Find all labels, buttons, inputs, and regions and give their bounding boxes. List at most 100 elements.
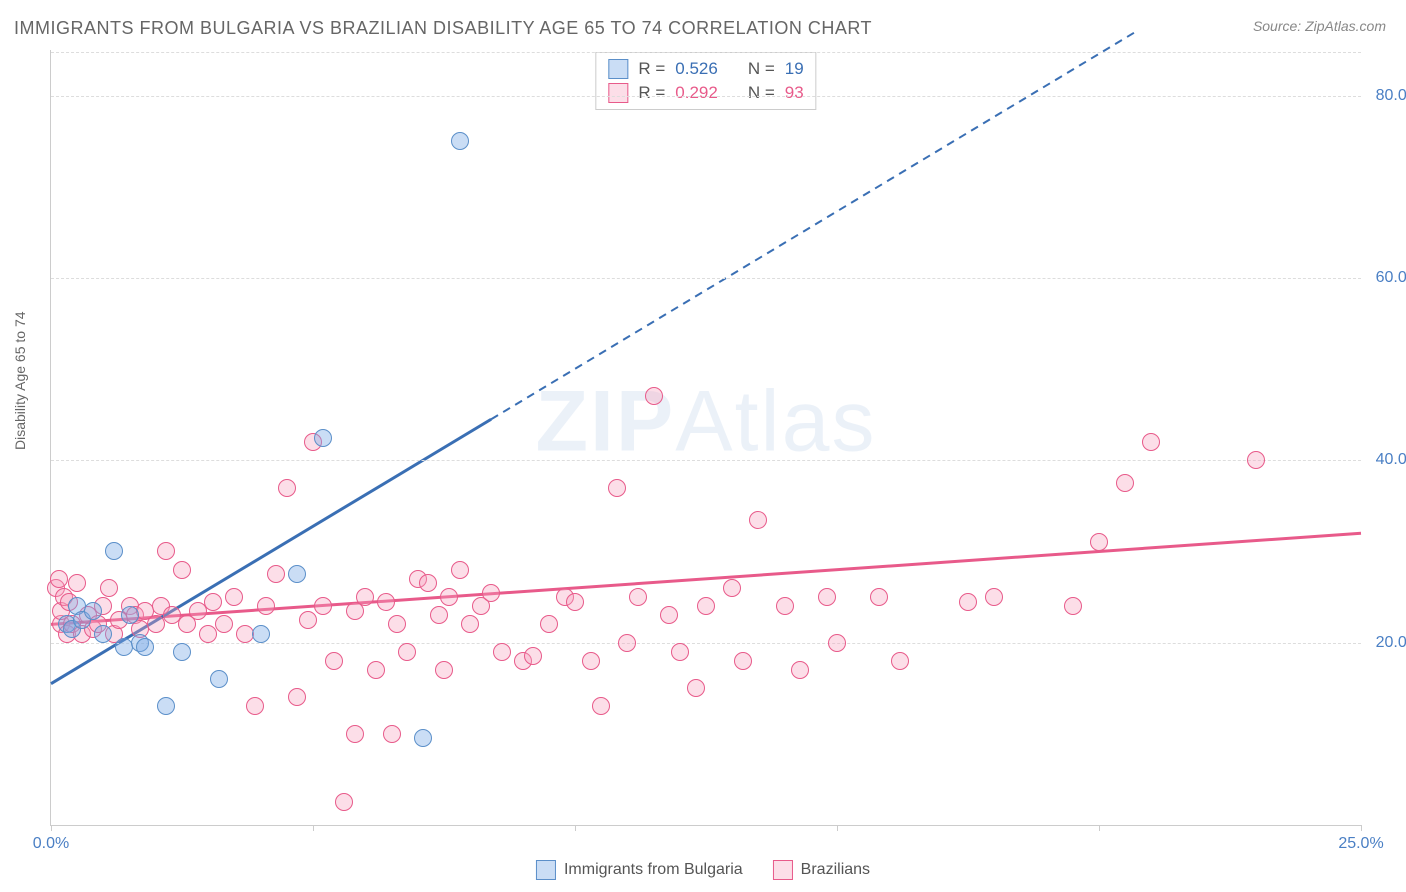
data-point-bulgaria xyxy=(314,429,332,447)
x-tick xyxy=(313,825,314,831)
data-point-brazilians xyxy=(267,565,285,583)
legend-item-brazilians: Brazilians xyxy=(773,860,870,880)
data-point-brazilians xyxy=(524,647,542,665)
data-point-brazilians xyxy=(288,688,306,706)
legend-item-bulgaria: Immigrants from Bulgaria xyxy=(536,860,743,880)
data-point-brazilians xyxy=(618,634,636,652)
data-point-brazilians xyxy=(723,579,741,597)
data-point-bulgaria xyxy=(252,625,270,643)
x-tick xyxy=(51,825,52,831)
n-value-brazilians: 93 xyxy=(785,83,804,103)
legend-label-bulgaria: Immigrants from Bulgaria xyxy=(564,861,743,879)
gridline-h xyxy=(51,643,1361,644)
data-point-brazilians xyxy=(1116,474,1134,492)
stats-row-brazilians: R = 0.292 N = 93 xyxy=(608,81,803,105)
data-point-brazilians xyxy=(398,643,416,661)
data-point-brazilians xyxy=(440,588,458,606)
data-point-brazilians xyxy=(671,643,689,661)
data-point-brazilians xyxy=(776,597,794,615)
data-point-brazilians xyxy=(791,661,809,679)
gridline-h xyxy=(51,96,1361,97)
legend-label-brazilians: Brazilians xyxy=(801,861,870,879)
data-point-brazilians xyxy=(818,588,836,606)
data-point-brazilians xyxy=(461,615,479,633)
data-point-brazilians xyxy=(592,697,610,715)
data-point-brazilians xyxy=(660,606,678,624)
data-point-brazilians xyxy=(891,652,909,670)
data-point-brazilians xyxy=(645,387,663,405)
data-point-bulgaria xyxy=(173,643,191,661)
x-tick-label: 0.0% xyxy=(33,835,69,853)
data-point-brazilians xyxy=(608,479,626,497)
x-tick xyxy=(1361,825,1362,831)
data-point-brazilians xyxy=(1090,533,1108,551)
y-tick-label: 40.0% xyxy=(1371,451,1406,469)
data-point-brazilians xyxy=(985,588,1003,606)
data-point-brazilians xyxy=(215,615,233,633)
data-point-brazilians xyxy=(629,588,647,606)
data-point-brazilians xyxy=(697,597,715,615)
gridline-h xyxy=(51,278,1361,279)
data-point-brazilians xyxy=(204,593,222,611)
y-tick-label: 80.0% xyxy=(1371,87,1406,105)
data-point-brazilians xyxy=(870,588,888,606)
r-value-bulgaria: 0.526 xyxy=(675,59,718,79)
x-tick-label: 25.0% xyxy=(1338,835,1383,853)
data-point-brazilians xyxy=(451,561,469,579)
swatch-brazilians xyxy=(608,83,628,103)
n-value-bulgaria: 19 xyxy=(785,59,804,79)
data-point-brazilians xyxy=(278,479,296,497)
data-point-brazilians xyxy=(419,574,437,592)
data-point-bulgaria xyxy=(84,602,102,620)
data-point-brazilians xyxy=(687,679,705,697)
x-tick xyxy=(837,825,838,831)
x-tick xyxy=(1099,825,1100,831)
data-point-brazilians xyxy=(314,597,332,615)
stats-row-bulgaria: R = 0.526 N = 19 xyxy=(608,57,803,81)
data-point-brazilians xyxy=(828,634,846,652)
bottom-legend: Immigrants from Bulgaria Brazilians xyxy=(536,860,870,880)
data-point-brazilians xyxy=(482,584,500,602)
r-label: R = xyxy=(638,59,665,79)
data-point-brazilians xyxy=(749,511,767,529)
data-point-brazilians xyxy=(299,611,317,629)
data-point-bulgaria xyxy=(121,606,139,624)
swatch-bulgaria xyxy=(536,860,556,880)
data-point-brazilians xyxy=(225,588,243,606)
source-site: ZipAtlas.com xyxy=(1305,18,1386,34)
data-point-brazilians xyxy=(493,643,511,661)
data-point-brazilians xyxy=(325,652,343,670)
data-point-bulgaria xyxy=(157,697,175,715)
data-point-brazilians xyxy=(50,570,68,588)
swatch-bulgaria xyxy=(608,59,628,79)
data-point-brazilians xyxy=(173,561,191,579)
chart-title: IMMIGRANTS FROM BULGARIA VS BRAZILIAN DI… xyxy=(14,18,872,39)
data-point-brazilians xyxy=(68,574,86,592)
y-tick-label: 60.0% xyxy=(1371,269,1406,287)
data-point-bulgaria xyxy=(105,542,123,560)
gridline-h xyxy=(51,52,1361,53)
plot-area: ZIPAtlas R = 0.526 N = 19 R = 0.292 N = … xyxy=(50,50,1361,826)
n-label: N = xyxy=(748,83,775,103)
data-point-brazilians xyxy=(367,661,385,679)
data-point-brazilians xyxy=(540,615,558,633)
data-point-brazilians xyxy=(1142,433,1160,451)
data-point-brazilians xyxy=(959,593,977,611)
data-point-brazilians xyxy=(388,615,406,633)
data-point-brazilians xyxy=(246,697,264,715)
data-point-brazilians xyxy=(1247,451,1265,469)
data-point-brazilians xyxy=(100,579,118,597)
data-point-brazilians xyxy=(734,652,752,670)
data-point-bulgaria xyxy=(94,625,112,643)
data-point-bulgaria xyxy=(136,638,154,656)
x-tick xyxy=(575,825,576,831)
data-point-bulgaria xyxy=(288,565,306,583)
stats-box: R = 0.526 N = 19 R = 0.292 N = 93 xyxy=(595,52,816,110)
data-point-brazilians xyxy=(356,588,374,606)
r-value-brazilians: 0.292 xyxy=(675,83,718,103)
data-point-brazilians xyxy=(257,597,275,615)
correlation-chart: IMMIGRANTS FROM BULGARIA VS BRAZILIAN DI… xyxy=(0,0,1406,892)
data-point-brazilians xyxy=(335,793,353,811)
gridline-h xyxy=(51,460,1361,461)
data-point-bulgaria xyxy=(451,132,469,150)
